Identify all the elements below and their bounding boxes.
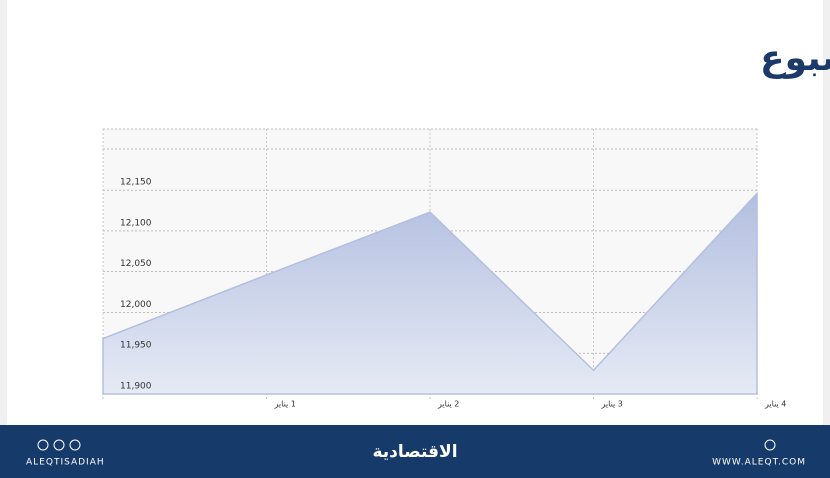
y-tick-label: 11,900 [120,382,152,392]
y-tick-label: 12,050 [120,259,152,269]
y-tick-label: 11,950 [120,341,152,351]
x-tick-label: 1 يناير [274,400,296,409]
footer-logo: الاقتصادية [372,442,457,462]
y-tick-label: 12,100 [120,218,152,228]
y-tick-label: 12,000 [120,300,152,310]
chart-title: المؤشر في أسبوع [760,34,830,79]
area [102,191,758,395]
social-icons [37,439,776,451]
x-tick-label: 2 يناير [437,400,459,409]
x-tick-label: 3 يناير [601,400,623,409]
footer-left: ALEQTISADIAH [26,458,105,468]
footer-right: WWW.ALEQT.COM [712,458,806,468]
y-tick-label: 12,150 [120,178,152,188]
x-tick-label: 4 يناير [764,400,786,409]
footer-bar [0,425,830,478]
